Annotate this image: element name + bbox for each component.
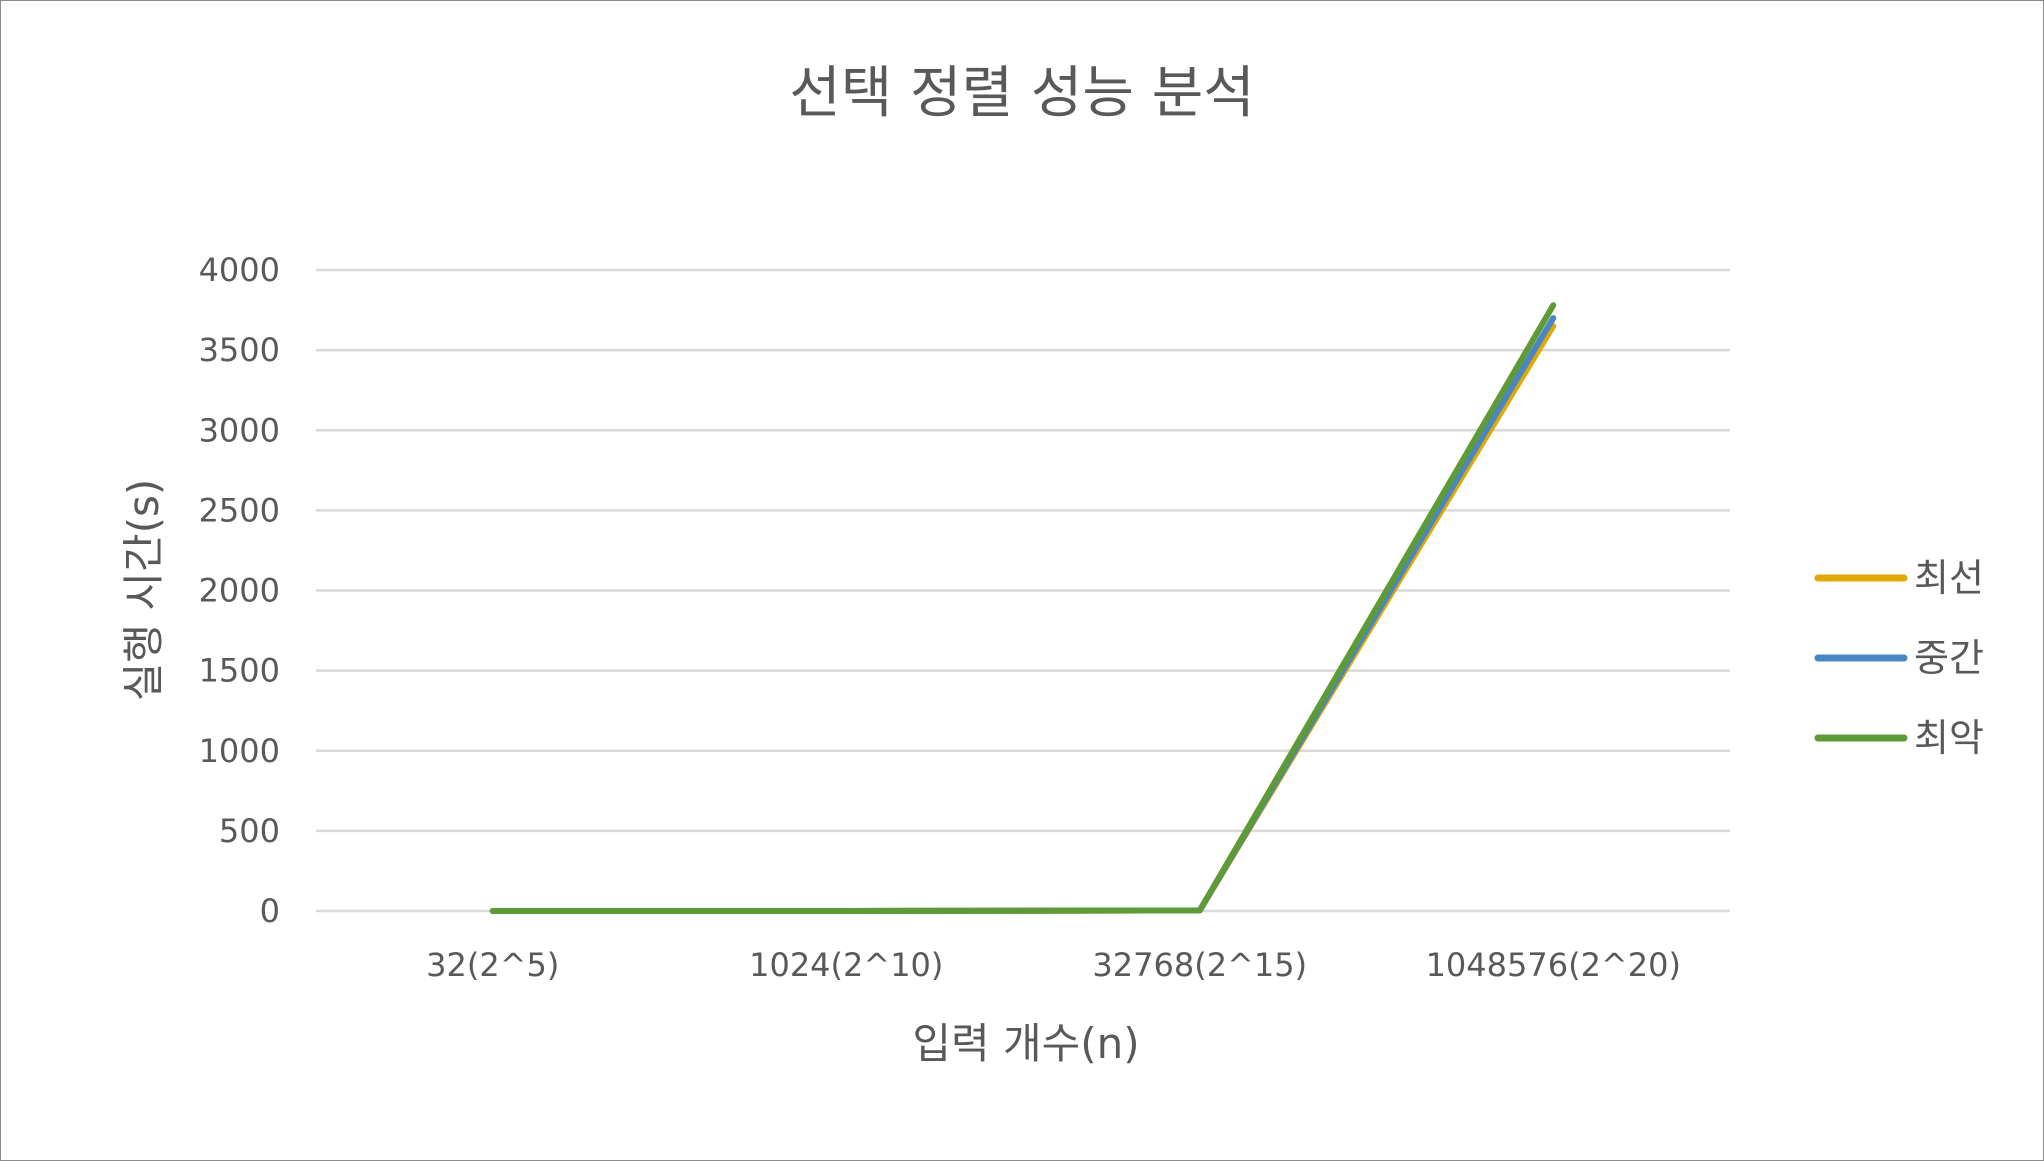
x-tick-labels: 32(2^5) 1024(2^10) 32768(2^15) 1048576(2^20… [426,946,1681,984]
y-tick-label: 2500 [199,491,280,529]
y-tick-label: 4000 [199,251,280,289]
x-tick-label: 1024(2^10) [749,946,943,984]
y-tick-label: 1500 [199,652,280,690]
series-line-3 [489,302,1557,914]
series-lines [489,302,1557,914]
y-tick-label: 2000 [199,572,280,610]
y-tick-label: 1000 [199,732,280,770]
y-tick-label: 500 [219,812,280,850]
legend-label: 중간 [1914,636,1984,680]
y-tick-label: 3500 [199,331,280,369]
x-tick-label: 32(2^5) [426,946,559,984]
y-tick-label: 0 [260,892,280,930]
x-tick-label: 32768(2^15) [1092,946,1307,984]
x-tick-label: 1048576(2^20) [1426,946,1681,984]
chart-title: 선택 정렬 성능 분석 [789,61,1255,126]
series-line-2 [489,315,1557,914]
y-tick-label: 3000 [199,411,280,449]
legend-label: 최선 [1914,556,1984,600]
legend-label: 최악 [1914,716,1984,760]
y-tick-labels: 0 500 1000 1500 2000 2500 3000 3500 4000 [199,251,280,930]
y-axis-title: 실행 시간(s) [119,479,168,702]
x-axis-title: 입력 개수(n) [912,1019,1139,1068]
series-line-1 [489,323,1557,914]
